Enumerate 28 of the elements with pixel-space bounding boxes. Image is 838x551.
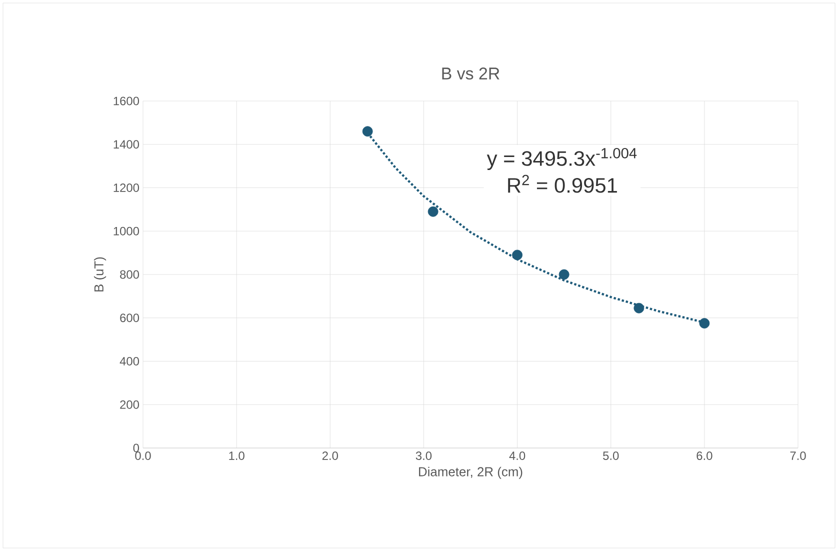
point <box>512 250 522 260</box>
point <box>558 269 570 280</box>
y-tick-label: 200 <box>120 400 140 409</box>
y-tick-label: 0 <box>133 444 140 452</box>
y-tick-label: 400 <box>120 357 140 366</box>
y-tick-label: 1400 <box>114 140 140 149</box>
y-tick-label: 600 <box>120 314 140 322</box>
y-tick-label: 1600 <box>114 96 140 106</box>
x-tick-label: 3.0 <box>416 452 432 460</box>
point <box>699 318 710 328</box>
x-tick-label: 7.0 <box>790 452 806 460</box>
x-axis-title: Diameter, 2R (cm) <box>419 466 522 479</box>
point <box>428 206 438 217</box>
point <box>362 126 373 137</box>
x-tick-label: 6.0 <box>696 452 712 460</box>
y-tick-label: 1000 <box>114 226 140 236</box>
x-tick-label: 2.0 <box>322 452 338 460</box>
x-tick-label: 5.0 <box>603 452 619 460</box>
point <box>634 302 644 314</box>
x-tick-label: 1.0 <box>229 452 244 460</box>
annotation: y = 3495.3x$^{-1.004}$ <box>486 148 637 170</box>
x-tick-label: 4.0 <box>509 452 526 460</box>
chart-title: B vs 2R <box>442 68 500 80</box>
y-tick-label: 1200 <box>114 184 140 192</box>
x-tick-label: 0.0 <box>135 452 151 460</box>
y-axis-title: B (uT) <box>94 257 106 292</box>
y-tick-label: 800 <box>120 270 140 279</box>
annotation: R$^{2}$ = 0.9951 <box>508 174 617 193</box>
